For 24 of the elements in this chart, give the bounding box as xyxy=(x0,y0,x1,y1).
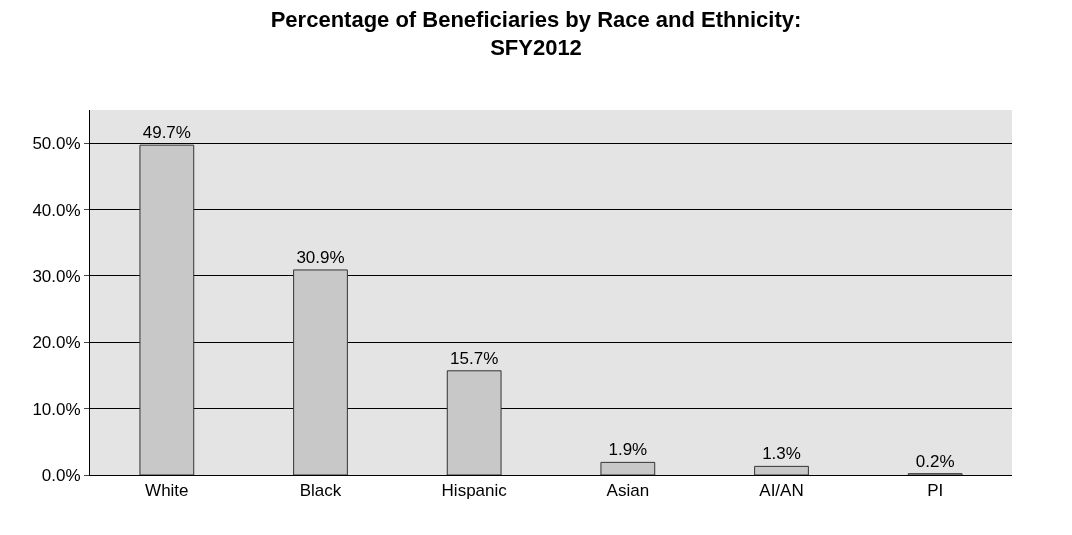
y-tick-label: 0.0% xyxy=(41,465,81,485)
y-tick-label: 30.0% xyxy=(32,266,81,286)
x-tick-label: Hispanic xyxy=(441,481,508,501)
y-tick-label: 40.0% xyxy=(32,200,81,220)
bar xyxy=(754,465,809,475)
x-tick-label: Asian xyxy=(606,481,650,501)
bar xyxy=(446,370,502,475)
data-label: 30.9% xyxy=(296,247,345,267)
data-label: 49.7% xyxy=(142,123,191,143)
x-tick-label: Black xyxy=(299,481,342,501)
data-label: 0.2% xyxy=(915,451,955,471)
data-label: 1.3% xyxy=(762,444,801,464)
x-tick-label: PI xyxy=(927,481,944,501)
bar xyxy=(600,461,656,475)
chart-title: Percentage of Beneficiaries by Race and Ethnicity: SFY2012 xyxy=(270,6,802,61)
data-label: 15.7% xyxy=(450,348,499,368)
x-tick-label: AI/AN xyxy=(759,481,804,501)
y-tick-label: 20.0% xyxy=(32,333,81,353)
y-tick-label: 50.0% xyxy=(32,134,81,154)
x-tick-label: White xyxy=(145,481,189,501)
bar xyxy=(139,144,195,475)
bar xyxy=(293,269,348,475)
data-label: 1.9% xyxy=(608,440,648,460)
y-tick-label: 10.0% xyxy=(32,399,81,419)
